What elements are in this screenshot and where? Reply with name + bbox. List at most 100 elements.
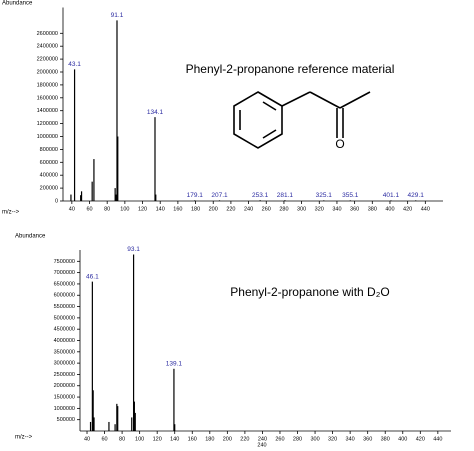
y-tick-label: 1200000 [37, 121, 58, 127]
benzene-ring [233, 91, 283, 149]
y-tick-label: 600000 [40, 160, 58, 166]
x-tick-label: 80 [119, 436, 125, 442]
x-tick-label: 120 [153, 436, 162, 442]
bond [309, 91, 341, 109]
x-tick-label: 360 [363, 436, 372, 442]
bond [339, 91, 371, 109]
x-tick-label: 220 [240, 436, 249, 442]
x-tick-label: 60 [101, 436, 107, 442]
x-tick-label: 40 [84, 436, 90, 442]
y-tick-label: 1000000 [54, 406, 75, 412]
peak-label: 281.1 [277, 192, 294, 199]
x-tick-label: 260 [262, 206, 271, 212]
peak-label: 355.1 [342, 192, 359, 199]
y-tick-label: 2600000 [37, 31, 58, 37]
y-tick-label: 2000000 [54, 383, 75, 389]
bond [262, 101, 277, 111]
x-tick-label: 380 [381, 436, 390, 442]
x-tick-label: 400 [385, 206, 394, 212]
x-tick-label: 160 [188, 436, 197, 442]
y-tick-label: 1600000 [37, 95, 58, 101]
x-tick-label: 180 [205, 436, 214, 442]
y-tick-label: 1000000 [37, 134, 58, 140]
y-tick-label: 400000 [40, 173, 58, 179]
y-tick-label: 800000 [40, 147, 58, 153]
x-tick-label: 240 [258, 436, 267, 442]
y-tick-label: 1400000 [37, 108, 58, 114]
y-tick-label: 1500000 [54, 395, 75, 401]
y-tick-label: 4000000 [54, 338, 75, 344]
x-tick-label: 320 [315, 206, 324, 212]
peak-label: 325.1 [316, 192, 333, 199]
peak-label: 43.1 [68, 61, 81, 68]
peak-label: 91.1 [111, 12, 124, 19]
x-tick-label: 280 [293, 436, 302, 442]
y-tick-label: 200000 [40, 186, 58, 192]
x-tick-label: 420 [403, 206, 412, 212]
bond [281, 91, 311, 107]
x-tick-label: 240 [244, 206, 253, 212]
x-axis-note: 240 [257, 442, 266, 448]
y-tick-label: 5000000 [54, 315, 75, 321]
peak-label: 179.1 [187, 192, 204, 199]
x-tick-label: 200 [209, 206, 218, 212]
peak-label: 139.1 [166, 361, 183, 368]
x-tick-label: 40 [69, 206, 75, 212]
chart-title: Phenyl-2-propanone reference material [186, 62, 395, 76]
x-tick-label: 160 [173, 206, 182, 212]
x-tick-label: 100 [120, 206, 129, 212]
y-tick-label: 2200000 [37, 57, 58, 63]
x-tick-label: 60 [86, 206, 92, 212]
y-tick-label: 5500000 [54, 304, 75, 310]
x-tick-label: 300 [297, 206, 306, 212]
y-tick-label: 2000000 [37, 69, 58, 75]
x-tick-label: 280 [279, 206, 288, 212]
peak-label: 253.1 [252, 192, 269, 199]
x-tick-label: 340 [332, 206, 341, 212]
y-tick-label: 7000000 [54, 270, 75, 276]
y-tick-label: 2500000 [54, 372, 75, 378]
peak-label: 207.1 [211, 192, 228, 199]
atom-label: O [335, 137, 344, 151]
bond [262, 129, 277, 139]
x-tick-label: 420 [416, 436, 425, 442]
x-tick-label: 220 [226, 206, 235, 212]
y-tick-label: 1800000 [37, 82, 58, 88]
x-tick-label: 260 [275, 436, 284, 442]
x-tick-label: 340 [346, 436, 355, 442]
x-tick-label: 440 [433, 436, 442, 442]
x-tick-label: 100 [135, 436, 144, 442]
x-tick-label: 200 [223, 436, 232, 442]
y-tick-label: 2400000 [37, 44, 58, 50]
x-axis-label: m/z--> [15, 435, 33, 441]
x-tick-label: 180 [191, 206, 200, 212]
molecule-structure [233, 91, 371, 149]
y-axis-label: Abundance [2, 1, 33, 7]
peak-label: 93.1 [127, 246, 140, 253]
y-tick-label: 4500000 [54, 327, 75, 333]
y-tick-label: 0 [55, 198, 58, 204]
y-tick-label: 500000 [57, 417, 75, 423]
y-tick-label: 3500000 [54, 349, 75, 355]
peak-label: 46.1 [86, 273, 99, 280]
x-tick-label: 360 [350, 206, 359, 212]
x-tick-label: 120 [138, 206, 147, 212]
x-tick-label: 380 [368, 206, 377, 212]
x-tick-label: 320 [328, 436, 337, 442]
peak-label: 429.1 [408, 192, 425, 199]
y-axis-label: Abundance [15, 234, 46, 240]
x-axis-label: m/z--> [2, 210, 20, 216]
x-tick-label: 140 [170, 436, 179, 442]
y-tick-label: 7500000 [54, 259, 75, 265]
y-tick-label: 6500000 [54, 281, 75, 287]
x-tick-label: 80 [104, 206, 110, 212]
x-tick-label: 140 [156, 206, 165, 212]
chart-title: Phenyl-2-propanone with D₂O [230, 285, 389, 299]
peak-label: 134.1 [147, 109, 164, 116]
y-tick-label: 3000000 [54, 361, 75, 367]
peak-label: 401.1 [383, 192, 400, 199]
x-tick-label: 300 [310, 436, 319, 442]
x-tick-label: 400 [398, 436, 407, 442]
y-tick-label: 6000000 [54, 293, 75, 299]
